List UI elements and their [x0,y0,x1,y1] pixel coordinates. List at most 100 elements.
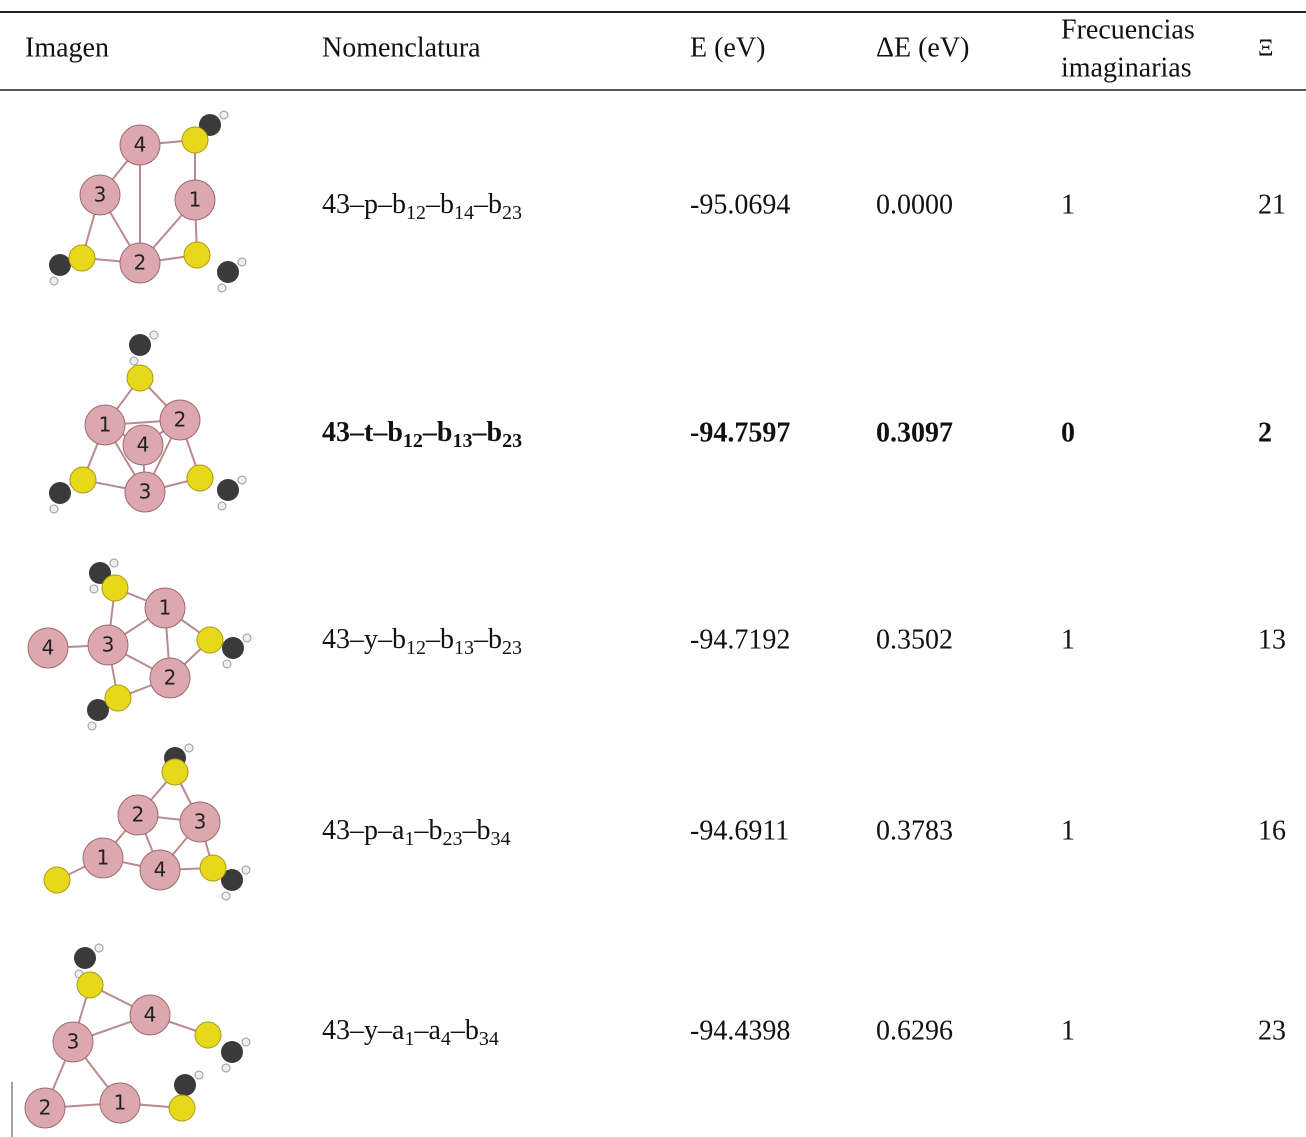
name-part: –b [425,624,454,655]
imaginary-cell: 0 [1061,417,1075,448]
atom-label: 1 [159,596,172,620]
molecule-image: 4 3 1 2 [49,110,247,293]
sulfur [104,684,132,712]
carbon [49,254,71,276]
boron [84,404,126,446]
atom-label: 2 [174,408,187,432]
sulfur [43,866,71,894]
name-part: 43–p–a [322,815,405,846]
hydrogen [237,257,247,267]
hydrogen [221,891,231,901]
hydrogen [241,1037,251,1047]
hydrogen [109,558,119,568]
header-cell: Nomenclatura [322,32,481,63]
imaginary-cell: 1 [1061,815,1075,846]
sulfur [76,971,104,999]
atom-label: 4 [134,133,147,157]
xi-cell: 21 [1258,189,1286,220]
name-part: –b [450,1015,479,1046]
boron [174,179,216,221]
carbon [49,482,71,504]
subscript: 12 [406,637,426,659]
subscript: 34 [490,828,510,850]
hydrogen [184,743,194,753]
xi-cell: 13 [1258,624,1286,655]
atom-label: 1 [97,846,110,870]
header-cell: Ξ [1258,36,1273,62]
atom-label: 3 [67,1030,80,1054]
name-part: 43–y–b [322,624,406,655]
sulfur [68,244,96,272]
name-part: 43–t–b [322,417,403,448]
molecule-image: 4 3 1 2 [27,558,252,731]
hydrogen [49,276,59,286]
energy-cell: -95.0694 [690,189,790,220]
boron [119,242,161,284]
sulfur [126,364,154,392]
name-part: –b [471,417,502,448]
atom-label: 2 [39,1096,52,1120]
molecule-image: 2 3 1 4 [43,743,251,901]
energy-cell: -94.7192 [690,624,790,655]
atom-label: 3 [139,480,152,504]
carbon [87,699,109,721]
header-cell: ΔE (eV) [876,32,969,63]
atom-label: 4 [137,433,150,457]
imaginary-cell: 1 [1061,1015,1075,1046]
hydrogen [222,659,232,669]
name-part: –b [473,189,502,220]
carbon [217,479,239,501]
name-part: 43–p–b [322,189,406,220]
nomenclature: 43–y–b12–b13–b23 [322,624,522,658]
name-part: –a [413,1015,441,1046]
sulfur [183,241,211,269]
atom-label: 2 [164,666,177,690]
xi-cell: 2 [1258,417,1272,448]
subscript: 14 [454,202,474,224]
atom-label: 1 [189,188,202,212]
delta-cell: 0.3783 [876,815,953,846]
name-part: –b [473,624,502,655]
molecule-image: 1 24 3 [49,330,247,514]
sulfur [196,626,224,654]
delta-cell: 0.3097 [876,417,953,448]
boron [117,794,159,836]
subscript: 1 [404,828,414,850]
delta-cell: 0.3502 [876,624,953,655]
hydrogen [149,330,159,340]
atom-label: 4 [42,636,55,660]
boron [149,657,191,699]
boron [87,624,129,666]
nomenclature: 43–p–b12–b14–b23 [322,189,522,223]
header-cell: Imagen [25,32,109,63]
energy-cell: -94.4398 [690,1015,790,1046]
header-cell: Frecuencias [1061,14,1195,45]
boron [124,471,166,513]
boron [159,399,201,441]
subscript: 4 [441,1028,451,1050]
hydrogen [87,721,97,731]
sulfur [181,126,209,154]
delta-cell: 0.6296 [876,1015,953,1046]
subscript: 1 [404,1028,414,1050]
boron [79,174,121,216]
boron [179,801,221,843]
subscript: 23 [502,637,522,659]
hydrogen [219,110,229,120]
atom-label: 4 [154,858,167,882]
xi-cell: 23 [1258,1015,1286,1046]
header-cell: E (eV) [690,32,765,63]
boron [82,837,124,879]
hydrogen [89,584,99,594]
boron [139,849,181,891]
name-part: –b [413,815,442,846]
boron [119,124,161,166]
carbon [221,1041,243,1063]
hydrogen [129,356,139,366]
subscript: 23 [502,430,522,452]
hydrogen [94,943,104,953]
molecule-image: 3 4 2 1 [24,943,251,1129]
energy-cell: -94.6911 [690,815,789,846]
subscript: 13 [454,637,474,659]
